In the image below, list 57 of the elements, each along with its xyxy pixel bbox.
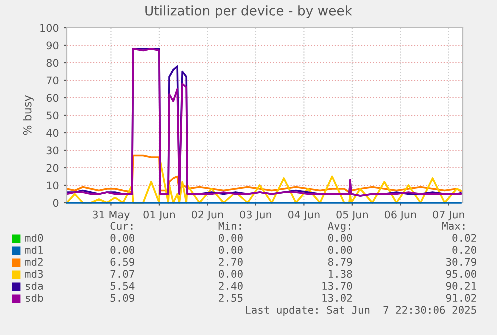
y-tick-label: 70 xyxy=(46,76,59,85)
legend-label: md1 xyxy=(26,246,44,254)
x-tick-label: 02 Jun xyxy=(192,210,224,221)
y-tick-label: 80 xyxy=(46,59,59,68)
text: Min: xyxy=(218,222,242,230)
text: 0.02 xyxy=(452,234,476,242)
text: Max: xyxy=(442,222,465,230)
text: 0.00 xyxy=(219,246,243,254)
text: Cur: xyxy=(110,222,133,230)
text: Last update: Sat Jun 7 22:30:06 2025 xyxy=(246,306,476,316)
text: 30.79 xyxy=(446,258,476,266)
text: 2.55 xyxy=(219,294,243,302)
text: 91.02 xyxy=(446,294,476,302)
y-tick-label: 50 xyxy=(46,112,59,120)
y-tick-label: 100 xyxy=(40,24,59,32)
y-tick-label: 90 xyxy=(46,42,59,50)
y-tick-label: 40 xyxy=(46,129,59,138)
text: 5.54 xyxy=(110,282,135,290)
text: 13.02 xyxy=(322,294,352,302)
legend-label: sdb xyxy=(26,294,44,302)
text: 90.21 xyxy=(446,282,476,290)
text: 0.20 xyxy=(452,246,476,254)
text: Avg: xyxy=(328,222,350,232)
text: 0.00 xyxy=(219,234,243,242)
text: 2.40 xyxy=(219,282,243,290)
text: 0.00 xyxy=(110,246,135,254)
text: 7.07 xyxy=(110,270,134,278)
x-tick-label: 05 Jun xyxy=(336,210,368,221)
text: 0.00 xyxy=(328,234,352,242)
x-tick-label: 07 Jun xyxy=(433,210,464,221)
legend-label: md2 xyxy=(26,258,43,266)
x-tick-label: 01 Jun xyxy=(144,210,176,221)
y-tick-label: 30 xyxy=(46,146,59,155)
text: 95.00 xyxy=(446,270,476,278)
legend-label: md3 xyxy=(26,270,44,278)
text: 8.79 xyxy=(328,258,352,266)
y-tick-label: 20 xyxy=(46,164,59,172)
y-axis-title: % busy xyxy=(23,96,34,136)
x-tick-label: 04 Jun xyxy=(288,210,320,221)
chart-title: Utilization per device - by week xyxy=(146,6,352,18)
legend-label: md0 xyxy=(26,234,44,242)
x-tick-label: 31 May xyxy=(92,210,130,221)
text: 1.38 xyxy=(329,270,352,278)
text: 0.00 xyxy=(328,246,352,254)
text: 5.09 xyxy=(110,294,134,302)
x-tick-label: 06 Jun xyxy=(384,210,416,221)
y-tick-label: 10 xyxy=(47,182,59,190)
text: 0.00 xyxy=(219,270,243,278)
x-tick-label: 03 Jun xyxy=(240,210,272,221)
text: 2.70 xyxy=(219,258,243,266)
legend-label: sda xyxy=(26,282,43,290)
text: 0.00 xyxy=(110,234,135,242)
line-series xyxy=(66,154,462,194)
text: 6.59 xyxy=(110,258,134,266)
text: 13.70 xyxy=(322,282,352,290)
y-tick-label: 0 xyxy=(53,199,59,208)
y-tick-label: 60 xyxy=(46,94,59,102)
